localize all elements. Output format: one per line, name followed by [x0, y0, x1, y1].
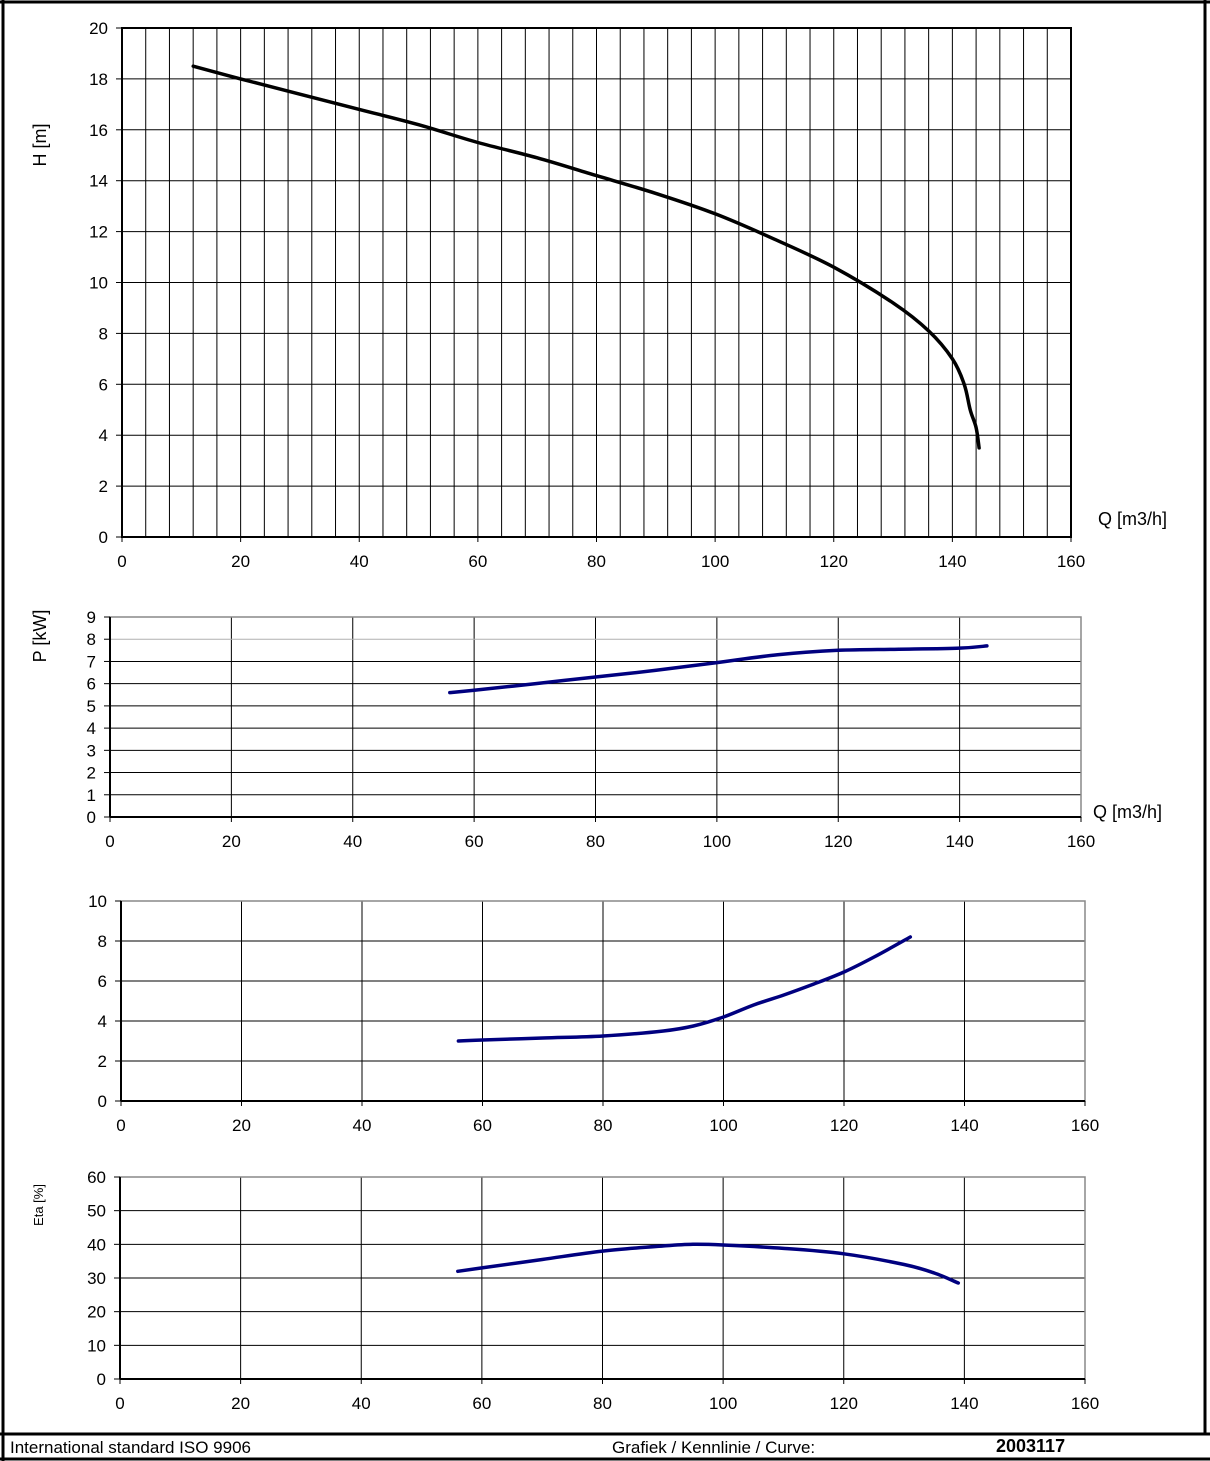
y-tick-label: 7: [87, 652, 96, 671]
y-tick-label: 0: [97, 1370, 106, 1389]
x-tick-label: 60: [468, 552, 487, 571]
y-tick-label: 5: [87, 697, 96, 716]
chart-head: 0 20 40 60 80 100 120 140 160 0 2 4 6 8 10 12 14 16 18 20 Q …: [30, 19, 1167, 571]
footer-standard: International standard ISO 9906: [10, 1438, 251, 1457]
x-tick-label: 160: [1067, 832, 1095, 851]
x-tick-label: 160: [1071, 1116, 1099, 1135]
x-tick-label: 40: [343, 832, 362, 851]
y-tick-label: 4: [99, 426, 108, 445]
y-tick-label: 10: [89, 274, 108, 293]
x-tick-label: 100: [709, 1116, 737, 1135]
x-tick-label: 60: [472, 1394, 491, 1413]
x-tick-label: 0: [116, 1116, 125, 1135]
y-tick-label: 9: [87, 608, 96, 627]
y-tick-label: 6: [87, 675, 96, 694]
x-tick-label: 0: [105, 832, 114, 851]
y-tick-label: 2: [98, 1052, 107, 1071]
chart-eta: 0 20 40 60 80 100 120 140 160 0 10 20 30 40 50 60 Eta [%…: [31, 1168, 1099, 1413]
y-tick-label: 2: [99, 477, 108, 496]
y-tick-label: 20: [89, 19, 108, 38]
y-tick-label: 2: [87, 764, 96, 783]
y-axis-label: H [m]: [30, 124, 50, 167]
y-tick-label: 8: [99, 324, 108, 343]
x-tick-label: 100: [703, 832, 731, 851]
y-tick-label: 6: [98, 972, 107, 991]
x-tick-label: 20: [231, 552, 250, 571]
x-tick-label: 0: [115, 1394, 124, 1413]
x-tick-label: 80: [586, 832, 605, 851]
x-tick-label: 140: [938, 552, 966, 571]
x-tick-label: 140: [950, 1116, 978, 1135]
y-tick-label: 6: [99, 375, 108, 394]
x-tick-label: 0: [117, 552, 126, 571]
y-tick-label: 16: [89, 121, 108, 140]
y-tick-label: 4: [87, 719, 96, 738]
y-axis-label: P [kW]: [30, 610, 50, 663]
x-tick-label: 20: [232, 1116, 251, 1135]
y-tick-label: 4: [98, 1012, 107, 1031]
x-tick-label: 120: [830, 1116, 858, 1135]
x-tick-label: 40: [350, 552, 369, 571]
y-tick-label: 0: [99, 528, 108, 547]
x-tick-label: 160: [1057, 552, 1085, 571]
x-tick-label: 20: [231, 1394, 250, 1413]
y-tick-label: 3: [87, 741, 96, 760]
x-axis-label: Q [m3/h]: [1098, 509, 1167, 529]
x-tick-label: 40: [352, 1394, 371, 1413]
x-tick-label: 80: [593, 1394, 612, 1413]
charts-group: 0 20 40 60 80 100 120 140 16002468101214161820Q …: [30, 19, 1167, 1413]
x-tick-label: 140: [945, 832, 973, 851]
chart-third: 0 20 40 60 80 100 120 140 160 0 2 4 6 8 10: [88, 892, 1099, 1135]
series-line-third: [456, 935, 913, 1043]
y-tick-label: 40: [87, 1235, 106, 1254]
y-tick-label: 14: [89, 172, 108, 191]
x-tick-label: 120: [830, 1394, 858, 1413]
x-axis-label: Q [m3/h]: [1093, 802, 1162, 822]
x-tick-label: 120: [824, 832, 852, 851]
x-tick-label: 80: [594, 1116, 613, 1135]
x-tick-label: 20: [222, 832, 241, 851]
series-line-head: [191, 64, 981, 450]
x-tick-label: 100: [701, 552, 729, 571]
y-axis-label: Eta [%]: [31, 1184, 46, 1226]
x-tick-label: 40: [353, 1116, 372, 1135]
series-line-eta: [456, 1242, 961, 1285]
x-tick-label: 60: [465, 832, 484, 851]
y-tick-label: 20: [87, 1303, 106, 1322]
y-tick-label: 10: [87, 1336, 106, 1355]
x-tick-label: 160: [1071, 1394, 1099, 1413]
footer-curve-number: 2003117: [996, 1436, 1065, 1456]
chart-power: 0 20 40 60 80 100 120 140 160 0 1 2 3 4 5 6 7 8 9 Q [m3/h] P…: [30, 608, 1162, 851]
y-tick-label: 0: [87, 808, 96, 827]
x-tick-label: 120: [820, 552, 848, 571]
y-tick-label: 8: [98, 932, 107, 951]
x-tick-label: 80: [587, 552, 606, 571]
x-tick-label: 60: [473, 1116, 492, 1135]
x-tick-label: 100: [709, 1394, 737, 1413]
y-tick-label: 12: [89, 223, 108, 242]
footer-curve-label: Grafiek / Kennlinie / Curve:: [612, 1438, 815, 1457]
y-tick-label: 10: [88, 892, 107, 911]
y-tick-label: 1: [87, 786, 96, 805]
y-tick-label: 60: [87, 1168, 106, 1187]
x-tick-label: 140: [950, 1394, 978, 1413]
y-tick-label: 18: [89, 70, 108, 89]
y-tick-label: 30: [87, 1269, 106, 1288]
series-line-power: [448, 644, 989, 695]
y-tick-label: 50: [87, 1202, 106, 1221]
y-tick-label: 0: [98, 1092, 107, 1111]
y-tick-label: 8: [87, 630, 96, 649]
